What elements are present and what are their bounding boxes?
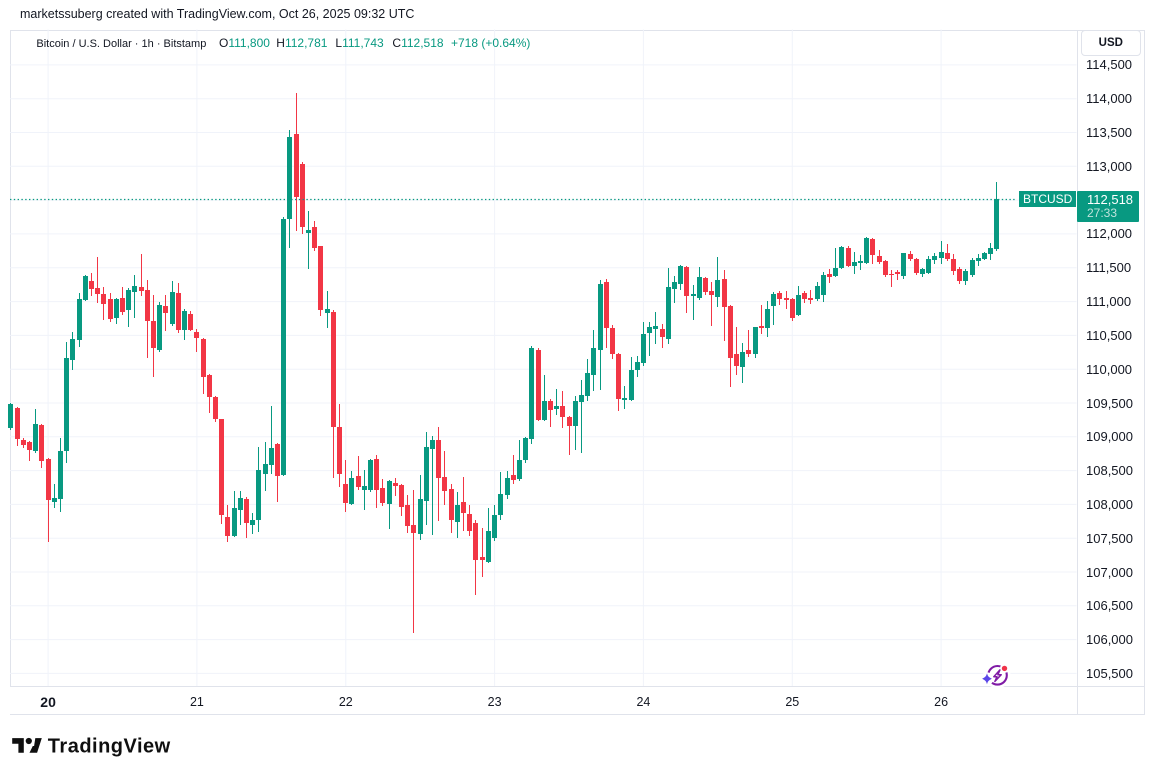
svg-text:TradingView: TradingView	[48, 735, 171, 757]
